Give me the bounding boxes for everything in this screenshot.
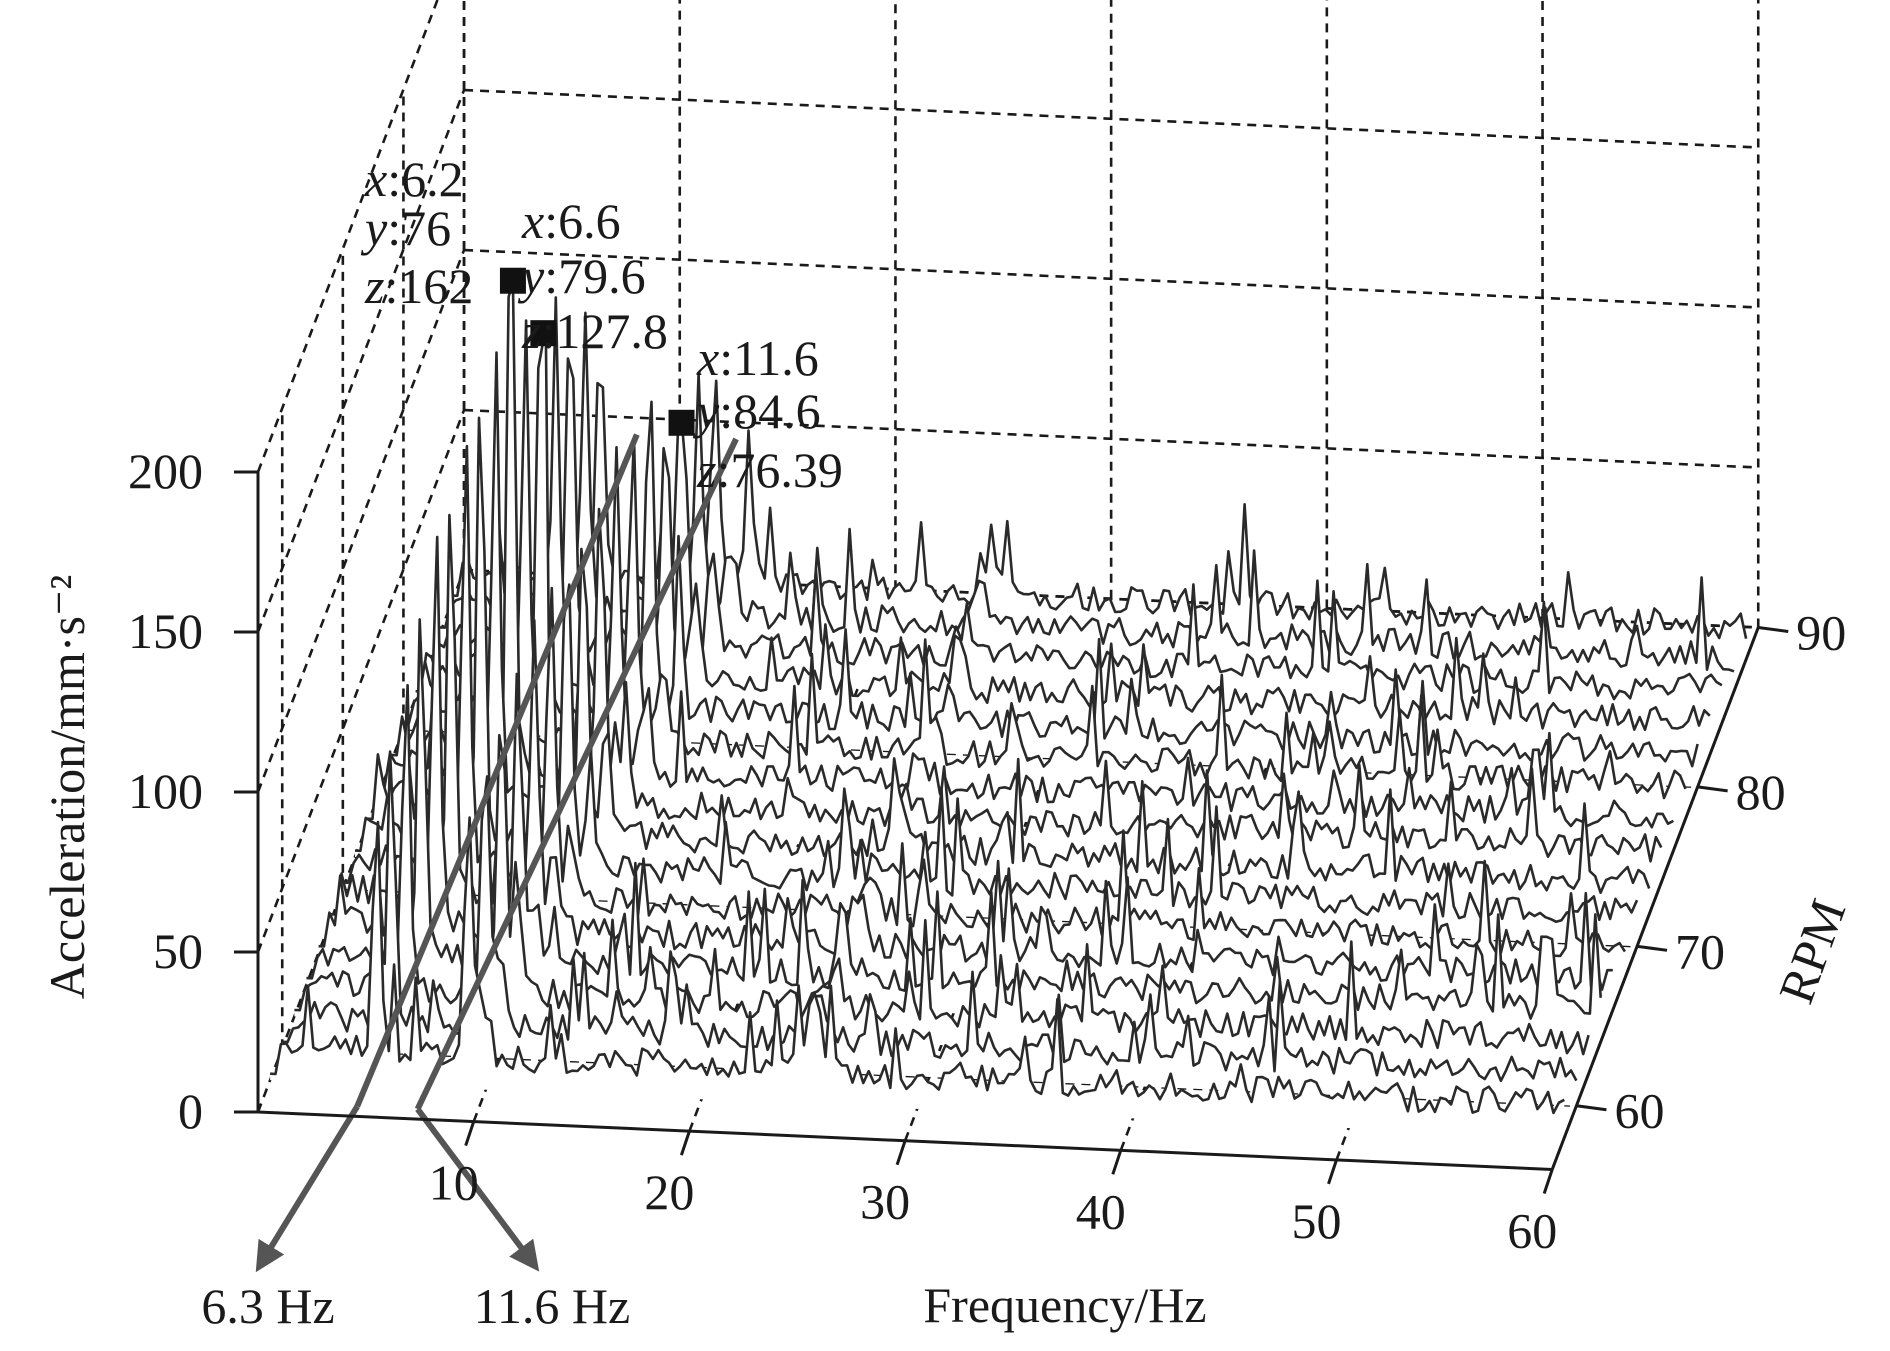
z-tick-label: 50 [153,923,203,979]
peak-1-z-key: z [364,258,384,314]
axes: 0 50 100 150 200 10 20 30 40 50 60 60 70 80 90 [128,443,1846,1258]
svg-text:z:127.8: z:127.8 [521,303,668,359]
trend-line-6-3hz [354,433,640,1108]
spectrum-fill [439,312,1734,692]
peak-annotation-2: x:6.6 y:79.6 z:127.8 [517,193,668,359]
left-wall-gridline-z [256,409,466,953]
peak-annotation-3: x:11.6 y:84.6 z:76.39 [692,330,843,498]
spectrum-traces [270,279,1748,1138]
peak-2-x-key: x [521,193,544,249]
spectrum-trace [306,618,1602,1020]
peak-marker-1 [499,267,526,294]
spectrum-fill [306,619,1601,1042]
spectrum-fill [403,326,1698,787]
x-tick [464,1121,476,1147]
peak-marker-3 [668,409,695,436]
x-axis-title: Frequency/Hz [923,1277,1206,1333]
y-tick-label: 90 [1796,605,1846,661]
spectrum-trace [270,816,1565,1115]
y-tick [1636,944,1668,952]
spectrum-trace [330,513,1626,958]
x-tick [895,1140,907,1166]
y-tick [1576,1104,1607,1112]
peak-1-x-key: x [364,151,387,207]
y-tick [1758,626,1789,634]
spectrum-trace [318,535,1613,991]
svg-text:y:84.6: y:84.6 [692,383,821,439]
svg-text:z:76.39: z:76.39 [696,442,843,498]
peak-1-z-value: 162 [398,258,473,314]
z-tick-label: 100 [128,763,203,819]
svg-text:x:11.6: x:11.6 [696,330,819,386]
peak-1-y-value: 76 [401,200,451,256]
peak-3-z-value: 76.39 [730,442,843,498]
x-tick [679,1130,691,1156]
left-wall-gridline-z [256,0,439,473]
y-tick-label: 60 [1614,1083,1664,1139]
peak-2-x-value: 6.6 [558,193,621,249]
trend-arrow-6-3hz [255,1104,360,1273]
trend-line-11-6hz [414,437,739,1111]
left-wall-gridline-z [256,249,466,793]
trend-label-6-3hz: 6.3 Hz [201,1278,334,1334]
peak-markers [499,267,695,436]
svg-text:y:76: y:76 [360,200,451,256]
x-tick-label: 10 [429,1155,479,1211]
svg-text:y:79.6: y:79.6 [517,248,646,304]
svg-text:z:162: z:162 [364,258,473,314]
z-tick-label: 200 [128,443,203,499]
svg-text:x:6.6: x:6.6 [521,193,621,249]
peak-2-z-key: z [521,303,541,359]
y-tick-label: 70 [1675,923,1725,979]
spectrum-fill [451,380,1747,660]
y-axis-title: RPM [1768,892,1857,1010]
peak-3-x-key: x [696,330,719,386]
peak-1-x-value: 6.2 [401,151,464,207]
peak-marker-2 [530,320,557,347]
x-tick-label: 30 [860,1174,910,1230]
x-tick [1111,1149,1123,1175]
z-axis-title: Acceleration/mm·s⁻² [39,575,95,1000]
z-tick-label: 150 [128,603,203,659]
y-tick [1697,785,1728,793]
peak-3-z-key: z [696,442,716,498]
peak-2-y-value: 79.6 [558,248,646,304]
left-wall-gridline-z [256,89,466,633]
trend-arrow-11-6hz [415,1107,540,1272]
svg-text:x:6.2: x:6.2 [364,151,464,207]
spectrum-fill [294,685,1589,1074]
x-tick [1542,1169,1554,1194]
peak-3-y-value: 84.6 [733,383,821,439]
spectrum-trace [282,750,1578,1083]
peak-3-y-key: y [692,383,720,439]
y-tick-label: 80 [1736,764,1786,820]
spectrum-trace [294,683,1590,1056]
x-tick-label: 20 [644,1164,694,1220]
x-tick-label: 60 [1507,1202,1557,1258]
x-tick-label: 50 [1292,1193,1342,1249]
trend-label-11-6hz: 11.6 Hz [474,1278,630,1334]
x-tick [1327,1159,1338,1185]
peak-3-x-value: 11.6 [733,330,819,386]
z-tick-label: 0 [178,1083,203,1139]
peak-2-y-key: y [517,248,545,304]
y-axis-line [1550,626,1760,1171]
x-tick-label: 40 [1076,1183,1126,1239]
peak-2-z-value: 127.8 [555,303,668,359]
peak-annotation-1: x:6.2 y:76 z:162 [360,151,473,314]
frequency-trend-lines [255,433,739,1273]
peak-1-y-key: y [360,200,388,256]
